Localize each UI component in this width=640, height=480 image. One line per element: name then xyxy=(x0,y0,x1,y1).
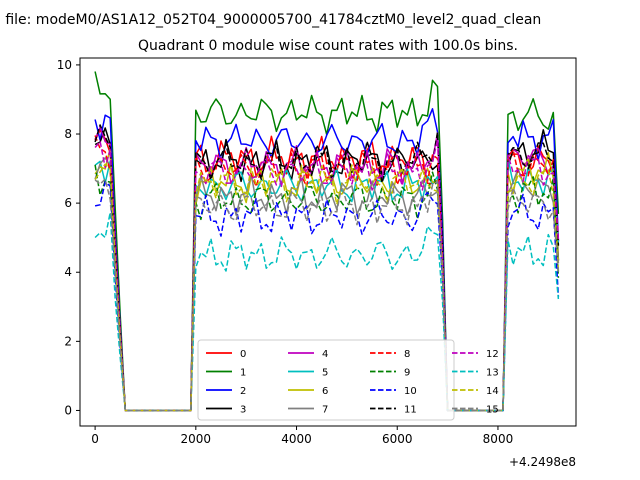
legend-label-0: 0 xyxy=(240,349,246,360)
x-tick-label: 2000 xyxy=(181,432,212,446)
legend-label-6: 6 xyxy=(322,386,328,397)
plot-frame xyxy=(79,57,577,427)
series-line-15 xyxy=(94,178,560,412)
y-tick-label: 10 xyxy=(57,58,72,72)
legend-label-2: 2 xyxy=(240,386,246,397)
x-tick-label: 6000 xyxy=(382,432,413,446)
legend-label-1: 1 xyxy=(240,368,246,379)
suptitle: n file: modeM0/AS1A12_052T04_9000005700_… xyxy=(0,12,541,28)
x-axis: 0 2000 4000 6000 8000 xyxy=(91,426,513,446)
legend-label-7: 7 xyxy=(322,405,328,416)
y-tick-label: 2 xyxy=(64,334,72,348)
legend-label-10: 10 xyxy=(404,386,417,397)
legend-label-9: 9 xyxy=(404,368,410,379)
legend-label-14: 14 xyxy=(486,386,499,397)
legend-label-15: 15 xyxy=(486,405,499,416)
y-tick-label: 8 xyxy=(64,127,72,141)
chart-title: Quadrant 0 module wise count rates with … xyxy=(138,38,518,54)
legend-label-12: 12 xyxy=(486,349,499,360)
y-tick-label: 6 xyxy=(64,196,72,210)
y-axis: 0 2 4 6 8 10 xyxy=(57,58,80,417)
legend-label-13: 13 xyxy=(486,368,499,379)
x-tick-label: 0 xyxy=(91,432,99,446)
x-offset-label: +4.2498e8 xyxy=(509,455,576,469)
x-tick-label: 4000 xyxy=(281,432,312,446)
legend-label-11: 11 xyxy=(404,405,417,416)
series-lines xyxy=(94,71,560,412)
legend-label-3: 3 xyxy=(240,405,246,416)
legend-label-8: 8 xyxy=(404,349,410,360)
legend-label-5: 5 xyxy=(322,368,328,379)
legend-box xyxy=(197,339,455,421)
y-tick-label: 4 xyxy=(64,265,72,279)
y-tick-label: 0 xyxy=(64,403,72,417)
legend-label-4: 4 xyxy=(322,349,328,360)
x-tick-label: 8000 xyxy=(483,432,514,446)
